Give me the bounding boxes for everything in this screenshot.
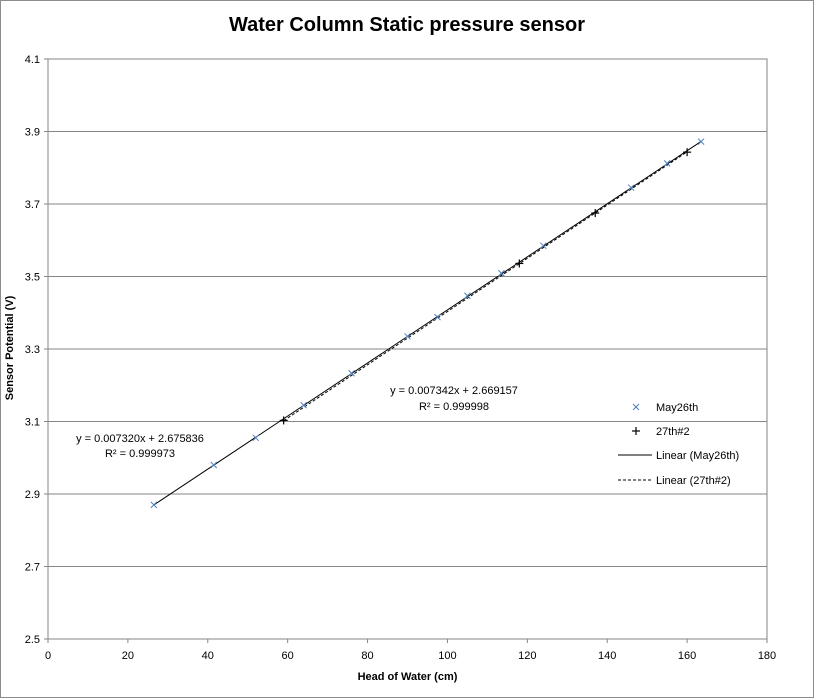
- x-tick-label: 100: [438, 650, 456, 662]
- x-tick-label: 140: [598, 650, 616, 662]
- x-tick-label: 40: [202, 650, 214, 662]
- x-tick-label: 160: [678, 650, 696, 662]
- x-tick-label: 20: [122, 650, 134, 662]
- trendline-may26th: [153, 140, 702, 506]
- y-tick-label: 3.7: [25, 199, 40, 211]
- y-tick-label: 3.5: [25, 272, 40, 284]
- y-tick-label: 3.3: [25, 344, 40, 356]
- chart-title: Water Column Static pressure sensor: [228, 14, 586, 36]
- data-point-may26th: [663, 160, 671, 167]
- legend-label-linear-27th2: Linear (27th#2): [656, 475, 731, 487]
- y-tick-label: 2.9: [25, 489, 40, 501]
- x-axis-label: Head of Water (cm): [357, 671, 458, 683]
- x-tick-label: 0: [45, 650, 51, 662]
- data-point-may26th: [539, 242, 547, 250]
- y-tick-label: 3.9: [25, 127, 40, 139]
- data-point-may26th: [404, 332, 411, 340]
- y-tick-label: 4.1: [25, 54, 40, 66]
- legend-label-linear-may26th: Linear (May26th): [656, 450, 739, 462]
- data-point-may26th: [252, 434, 260, 442]
- x-tick-label: 80: [361, 650, 373, 662]
- legend-marker-27th2: [632, 427, 640, 435]
- legend-label-may26th: May26th: [656, 402, 698, 414]
- x-tick-label: 120: [518, 650, 536, 662]
- x-tick-label: 60: [282, 650, 294, 662]
- y-tick-label: 2.7: [25, 562, 40, 574]
- data-point-27th2: [279, 416, 288, 425]
- equation-may26th: y = 0.007320x + 2.675836: [76, 433, 204, 445]
- data-point-may26th: [434, 313, 441, 321]
- y-tick-label: 2.5: [25, 634, 40, 646]
- legend-label-27th2: 27th#2: [656, 426, 690, 438]
- data-point-27th2: [683, 148, 692, 157]
- data-point-may26th: [210, 461, 218, 469]
- data-point-may26th: [498, 269, 505, 277]
- data-point-may26th: [697, 138, 705, 146]
- trendline-27th2: [283, 151, 688, 422]
- r2-may26th: R² = 0.999973: [105, 448, 175, 460]
- equation-27th2: y = 0.007342x + 2.669157: [390, 385, 518, 397]
- data-point-27th2: [591, 209, 600, 218]
- data-point-may26th: [627, 184, 635, 192]
- r2-27th2: R² = 0.999998: [419, 401, 489, 413]
- x-tick-label: 180: [758, 650, 776, 662]
- data-point-may26th: [150, 501, 158, 509]
- data-point-may26th: [300, 401, 307, 409]
- legend-marker-may26th: [632, 403, 640, 411]
- y-tick-label: 3.1: [25, 417, 40, 429]
- data-point-may26th: [464, 292, 471, 300]
- data-point-27th2: [515, 259, 524, 268]
- data-point-may26th: [348, 369, 355, 377]
